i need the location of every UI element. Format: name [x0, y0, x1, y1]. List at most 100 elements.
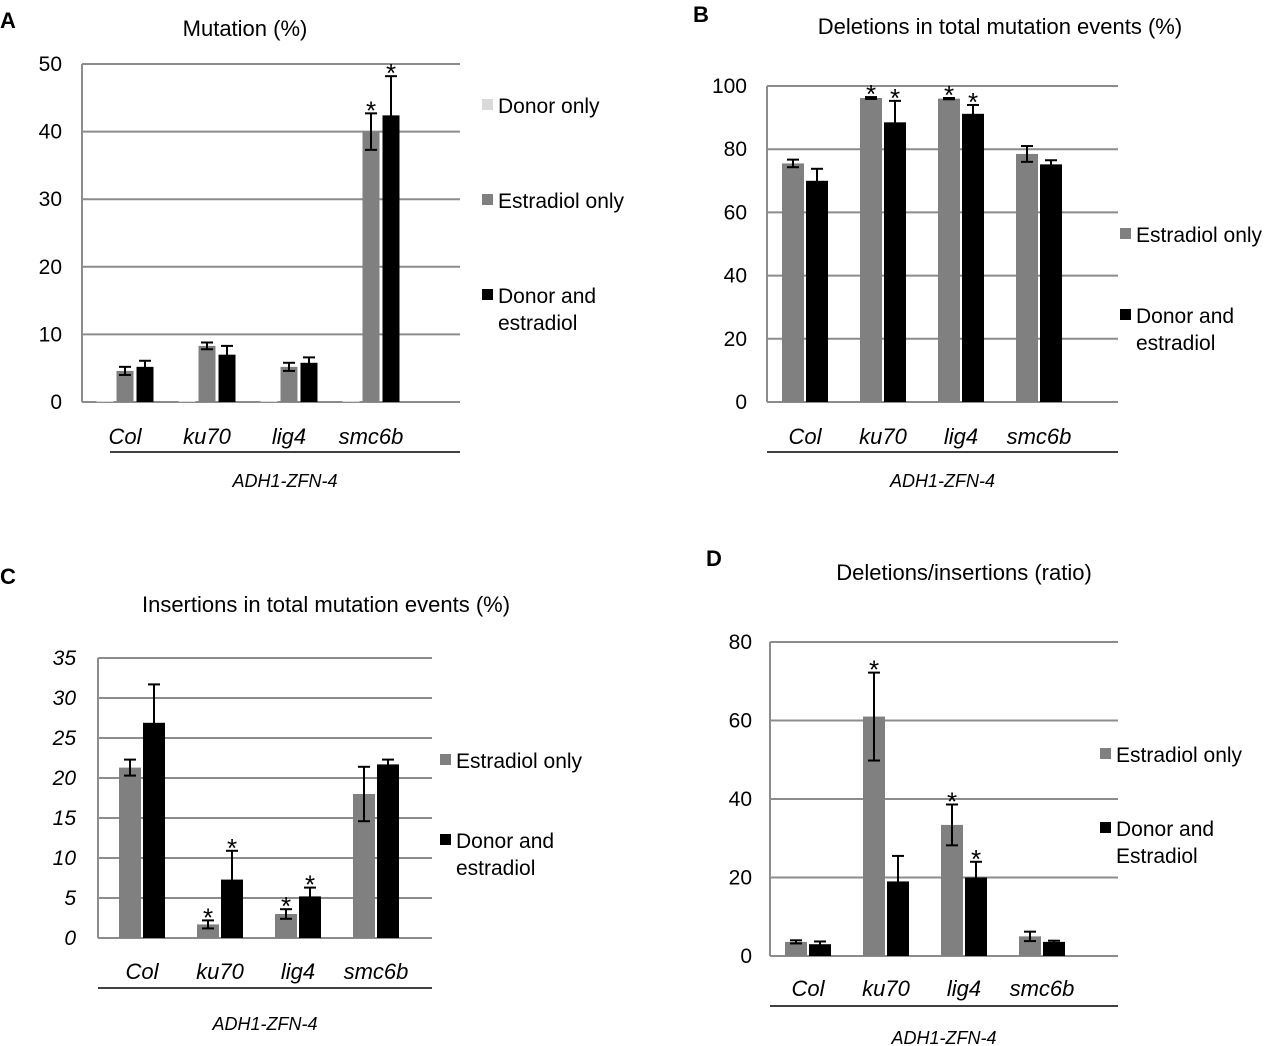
significance-star: * [869, 655, 879, 685]
y-tick-label: 25 [52, 727, 77, 750]
x-category-label: ku70 [183, 424, 231, 449]
legend-label: Donor and estradiol [456, 830, 554, 880]
legend-label: Donor and Estradiol [1116, 818, 1214, 868]
legend-label-line: estradiol [1136, 332, 1215, 355]
legend-label-line: Donor only [498, 95, 600, 118]
x-category-label: ku70 [196, 959, 244, 984]
y-tick-label: 20 [39, 256, 62, 279]
y-tick-label: 40 [729, 788, 752, 811]
bar [353, 794, 375, 938]
bar [965, 877, 987, 956]
legend-label: Donor and estradiol [1136, 305, 1234, 355]
bar [1040, 164, 1062, 402]
y-tick-label: 20 [52, 767, 77, 790]
bar [1043, 941, 1065, 956]
bar [342, 401, 360, 402]
bar [143, 722, 165, 938]
significance-star: * [366, 95, 376, 125]
bar [275, 914, 297, 938]
bar [860, 98, 882, 403]
significance-star: * [866, 79, 876, 109]
y-tick-label: 10 [39, 323, 62, 346]
y-tick-label: 0 [50, 391, 62, 414]
bar [119, 767, 141, 938]
bar [96, 401, 114, 402]
panel-letter: A [0, 8, 16, 33]
y-tick-label: 0 [64, 927, 76, 950]
y-tick-label: 0 [735, 391, 747, 414]
bar [809, 944, 831, 956]
bar [178, 401, 196, 402]
chart-panel-a: A Mutation (%) 0 10 20 30 40 50 Col ku70 lig4 * * smc… [0, 8, 625, 491]
bar [884, 122, 906, 402]
legend-label-line: Estradiol only [1136, 224, 1263, 247]
significance-star: * [281, 891, 291, 921]
legend-swatch [1100, 748, 1111, 759]
x-category-label: Col [108, 424, 142, 449]
y-tick-label: 30 [53, 687, 77, 710]
legend-swatch [440, 834, 451, 845]
x-category-label: lig4 [947, 976, 981, 1001]
legend-label-line: Donor and [456, 830, 554, 853]
legend-label: Estradiol only [456, 750, 583, 773]
bar [299, 896, 321, 938]
chart-panel-d: D Deletions/insertions (ratio) 0 20 40 60 80 Co… [706, 546, 1243, 1046]
significance-star: * [203, 902, 213, 932]
legend-swatch [1120, 309, 1131, 320]
legend-label-line: Estradiol [1116, 845, 1198, 868]
x-category-label: lig4 [944, 424, 978, 449]
x-category-label: smc6b [1007, 424, 1072, 449]
bar [260, 401, 278, 402]
chart-panel-c: C Insertions in total mutation events (%)… [0, 564, 583, 1034]
bar [362, 131, 380, 402]
bar [1016, 153, 1038, 402]
legend-label-line: Estradiol only [498, 190, 625, 213]
significance-star: * [944, 80, 954, 110]
bar [280, 366, 298, 402]
y-tick-label: 20 [724, 328, 747, 351]
legend-swatch [440, 754, 451, 765]
bar [806, 180, 828, 402]
significance-star: * [971, 844, 981, 874]
bar [863, 716, 885, 956]
y-tick-label: 80 [729, 631, 752, 654]
y-tick-label: 15 [53, 807, 77, 830]
y-tick-label: 80 [724, 138, 747, 161]
y-tick-label: 60 [724, 201, 747, 224]
y-tick-label: 60 [729, 710, 752, 733]
legend-swatch [482, 289, 493, 300]
bar [377, 764, 399, 938]
legend-swatch [1100, 822, 1111, 833]
panel-letter: D [706, 546, 722, 571]
chart-title: Deletions in total mutation events (%) [818, 14, 1182, 39]
x-category-label: Col [788, 424, 822, 449]
y-tick-label: 0 [740, 945, 752, 968]
legend-swatch [482, 99, 493, 110]
bar [941, 824, 963, 956]
y-tick-label: 40 [39, 121, 62, 144]
bar [962, 113, 984, 403]
bar [136, 366, 154, 402]
y-tick-label: 30 [39, 188, 62, 211]
legend-label: Estradiol only [1136, 224, 1263, 247]
chart-title: Insertions in total mutation events (%) [142, 592, 510, 617]
legend-label: Donor and estradiol [498, 285, 596, 335]
legend-label-line: Estradiol only [1116, 744, 1243, 767]
x-category-label: lig4 [281, 959, 315, 984]
significance-star: * [890, 83, 900, 113]
legend-swatch [1120, 228, 1131, 239]
x-category-label: lig4 [272, 424, 306, 449]
significance-star: * [968, 87, 978, 117]
x-axis-label: ADH1-ZFN-4 [889, 471, 995, 491]
x-category-label: ku70 [862, 976, 910, 1001]
panel-letter: C [0, 564, 16, 589]
bar [887, 881, 909, 956]
bar [116, 370, 134, 402]
legend-label-line: estradiol [498, 312, 577, 335]
legend-swatch [482, 194, 493, 205]
legend-label: Estradiol only [498, 190, 625, 213]
x-category-label: Col [125, 959, 159, 984]
legend-label-line: estradiol [456, 857, 535, 880]
x-category-label: smc6b [339, 424, 404, 449]
